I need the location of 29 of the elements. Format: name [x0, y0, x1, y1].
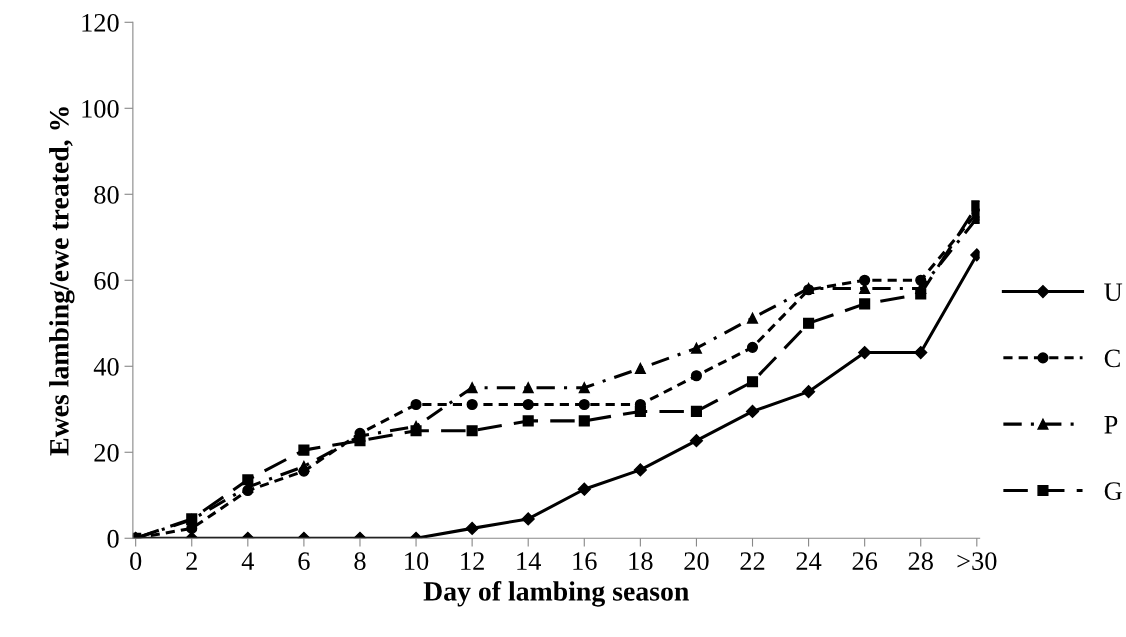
x-tick-label: 8 [354, 552, 366, 571]
y-tick-label: 120 [82, 13, 119, 32]
x-tick-label: 24 [796, 552, 822, 570]
x-tick-label: 12 [461, 552, 484, 570]
x-tick-label: >30 [957, 552, 997, 571]
y-tick-label: 20 [94, 443, 119, 462]
x-tick-label: 6 [298, 552, 310, 571]
legend-label: C [1104, 349, 1120, 368]
y-tick-label: 80 [94, 185, 119, 204]
x-tick-label: 0 [130, 552, 142, 571]
y-tick-label: 100 [82, 99, 119, 118]
x-tick-label: 20 [684, 552, 709, 571]
x-tick-label: 16 [573, 552, 597, 571]
legend-label: U [1104, 283, 1123, 302]
x-tick-label: 26 [852, 552, 878, 571]
x-tick-label: 22 [740, 552, 765, 570]
x-tick-label: 4 [241, 552, 255, 570]
x-axis-title: Day of lambing season [423, 580, 689, 607]
x-tick-label: 14 [517, 552, 541, 570]
y-tick-label: 0 [107, 529, 119, 548]
x-tick-label: 28 [908, 552, 933, 571]
y-tick-label: 60 [94, 271, 119, 290]
x-tick-label: 2 [186, 552, 197, 570]
x-tick-label: 10 [405, 552, 429, 571]
x-tick-label: 18 [629, 552, 653, 571]
legend-label: G [1104, 482, 1122, 500]
legend-label: P [1104, 416, 1118, 434]
y-tick-label: 40 [93, 357, 119, 376]
y-axis-title: Ewes lambing/ewe treated, % [49, 107, 75, 456]
